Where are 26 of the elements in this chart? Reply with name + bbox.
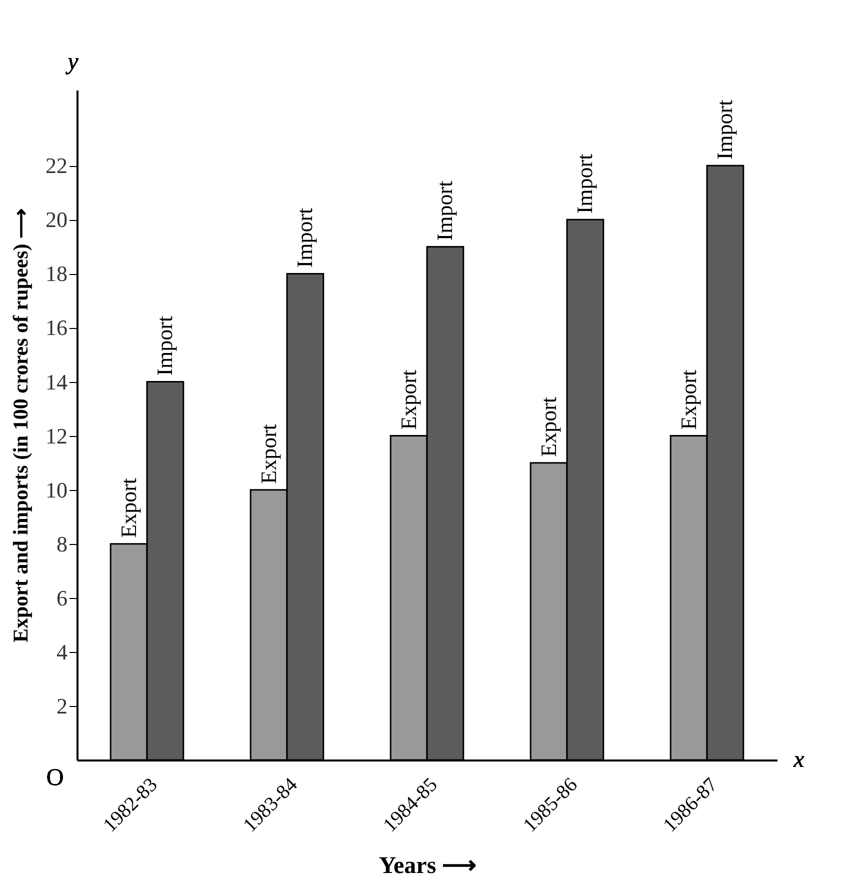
text: Import — [712, 100, 738, 160]
text: O — [46, 765, 64, 791]
y-tick-label: 10 — [46, 477, 68, 502]
y-tick-label: 14 — [46, 369, 68, 394]
text: Export — [116, 478, 141, 538]
text: Import — [572, 154, 598, 214]
y-axis-title: Export and imports (in 100 crores of rupees) ⟶ — [8, 208, 32, 643]
text: Import — [432, 180, 458, 241]
text: Export — [256, 424, 281, 484]
y-tick-label: 2 — [56, 693, 68, 718]
y-tick-label: 6 — [56, 585, 68, 610]
y-tick-label: 20 — [46, 207, 68, 232]
x-axis-title: Years ⟶ — [378, 852, 476, 879]
y-tick-label: 22 — [46, 153, 68, 178]
text: Import — [152, 316, 178, 376]
y-tick-label: 12 — [46, 423, 68, 448]
text: Export — [396, 370, 421, 430]
text: Export — [536, 396, 561, 457]
text: x — [792, 747, 805, 773]
text: y — [66, 49, 79, 75]
text: Import — [292, 208, 318, 268]
text: Export — [676, 370, 701, 430]
y-tick-label: 18 — [46, 261, 68, 286]
y-tick-label: 16 — [46, 315, 68, 340]
y-tick-label: 8 — [56, 531, 68, 556]
y-tick-label: 4 — [56, 639, 68, 664]
